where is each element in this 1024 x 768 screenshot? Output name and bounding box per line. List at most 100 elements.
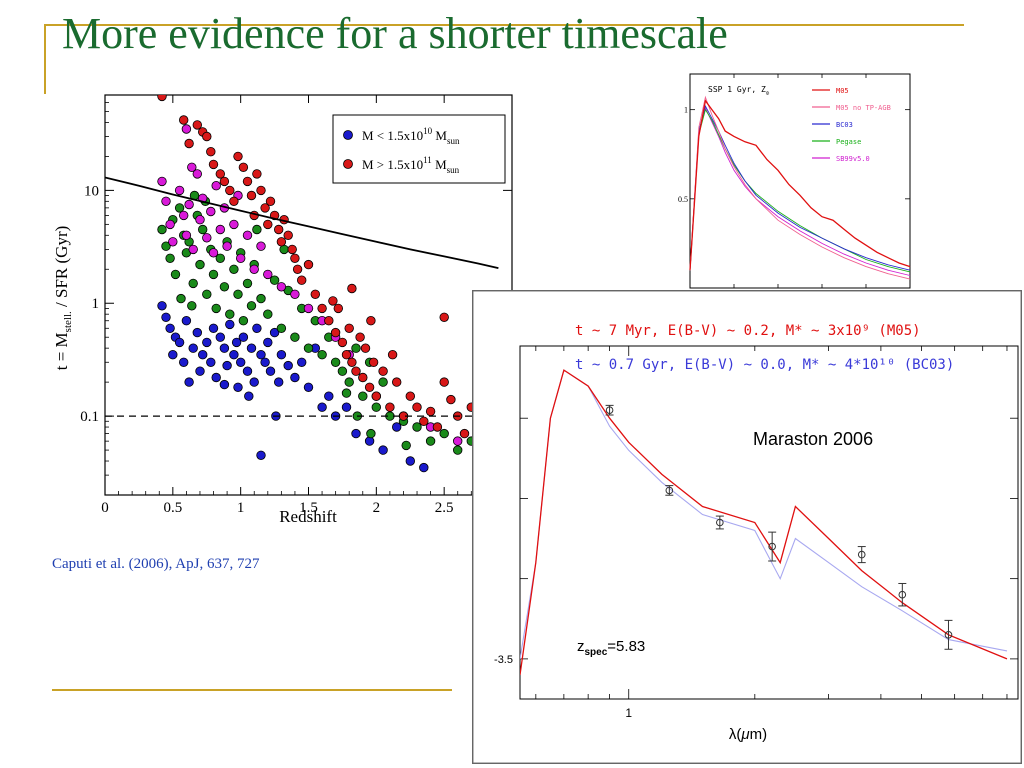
scatter-point [168, 350, 178, 360]
ssp-legend-label: Pegase [836, 138, 861, 146]
scatter-point [446, 394, 456, 405]
scatter-point [330, 327, 341, 338]
scatter-point [269, 327, 280, 338]
scatter-point [287, 244, 297, 255]
scatter-point [368, 357, 379, 368]
scatter-point [324, 315, 334, 326]
scatter-point [371, 402, 382, 412]
scatter-point [333, 303, 344, 314]
ssp-lines [689, 95, 911, 280]
scatter-point [351, 343, 361, 353]
ssp-series-line [689, 108, 911, 273]
scatter-point [341, 402, 352, 412]
scatter-point [219, 343, 230, 353]
scatter-point [178, 357, 189, 368]
scatter-point [317, 303, 327, 314]
scatter-point [276, 282, 287, 292]
scatter-point [197, 350, 208, 360]
scatter-point [233, 382, 243, 393]
scatter-point [206, 147, 216, 157]
scatter-point [202, 289, 212, 300]
scatter-point [328, 296, 338, 306]
scatter-point [405, 456, 416, 466]
scatter-point [341, 350, 352, 360]
scatter-point [439, 312, 449, 323]
sed-photometry [605, 404, 953, 650]
scatter-point [276, 323, 287, 334]
x-tick-label: 2 [373, 500, 381, 516]
scatter-point [235, 253, 246, 264]
scatter-point [211, 372, 221, 383]
scatter-point [392, 422, 402, 432]
scatter-point [174, 203, 185, 213]
scatter-point [290, 372, 300, 383]
scatter-point [206, 206, 216, 217]
scatter-point [252, 323, 262, 334]
scatter-point [330, 357, 341, 368]
scatter-point [184, 377, 194, 387]
scatter-point [178, 210, 189, 221]
scatter-point [206, 357, 216, 368]
scatter-point [202, 233, 212, 243]
scatter-point [337, 337, 348, 348]
scatter-point [165, 253, 175, 264]
scatter-point [303, 259, 314, 270]
scatter-point [157, 176, 167, 187]
slide-title: More evidence for a shorter timescale [62, 9, 728, 58]
scatter-point [192, 327, 203, 338]
ssp-y-tick-label: 1 [684, 106, 688, 115]
x-tick-label: 2.5 [435, 500, 454, 516]
scatter-point [392, 377, 402, 387]
scatter-point [244, 391, 254, 401]
sed-x-tick-label: 1 [625, 706, 632, 720]
scatter-point [378, 366, 388, 376]
scatter-point [364, 382, 375, 393]
scatter-point [425, 436, 436, 446]
scatter-point [412, 402, 422, 412]
sed-x-axis-label: λ(μm) [729, 726, 767, 743]
scatter-point [168, 237, 178, 247]
svg-text:t = Mstell. / SFR (Gyr): t = Mstell. / SFR (Gyr) [52, 226, 74, 371]
legend-entry-low-mass: M < 1.5x1010 Msun [343, 126, 460, 146]
sed-source-label: Maraston 2006 [753, 429, 873, 449]
ssp-plot-frame [689, 73, 911, 289]
scatter-point [161, 196, 171, 207]
scatter-point [229, 196, 239, 207]
sed-photometry-point [857, 550, 866, 559]
x-tick-label: 0 [101, 500, 109, 516]
scatter-point [401, 440, 411, 451]
legend-entry-high-mass: M > 1.5x1011 Msun [343, 155, 460, 175]
scatter-point [219, 282, 230, 292]
scatter-point [222, 241, 232, 251]
scatter-point [387, 350, 398, 360]
scatter-point [366, 315, 376, 326]
ssp-series-line [689, 104, 911, 271]
scatter-point [157, 301, 167, 311]
scatter-point [273, 224, 284, 235]
x-tick-label: 1.5 [299, 500, 318, 516]
sed-series-line [520, 369, 1008, 675]
sed-ticks: 1 -3.5 [494, 346, 1018, 720]
scatter-point [292, 264, 303, 275]
scatter-point [296, 275, 307, 285]
scatter-point [238, 315, 249, 326]
ssp-inset-plot: 1 0.5 SSP 1 Gyr, Z⊙ M05 M05 no TP-AGB BC03 P… [672, 70, 912, 290]
title-rule-vertical [44, 24, 46, 94]
scatter-point [263, 309, 273, 319]
scatter-point [263, 269, 273, 280]
scatter-point [358, 391, 368, 401]
scatter-point [419, 462, 429, 473]
sed-photometry-point [605, 406, 614, 414]
scatter-point [276, 237, 287, 247]
scatter-point [249, 264, 259, 275]
scatter-point [405, 391, 416, 401]
scatter-point [283, 230, 293, 241]
scatter-point [176, 293, 186, 304]
scatter-point [215, 224, 226, 235]
citation-link[interactable]: Caputi et al. (2006), ApJ, 637, 727 [52, 556, 260, 572]
scatter-point [225, 185, 235, 196]
scatter-point [371, 391, 382, 401]
scatter-point [195, 366, 205, 376]
scatter-point [256, 350, 266, 360]
scatter-point [439, 377, 449, 387]
